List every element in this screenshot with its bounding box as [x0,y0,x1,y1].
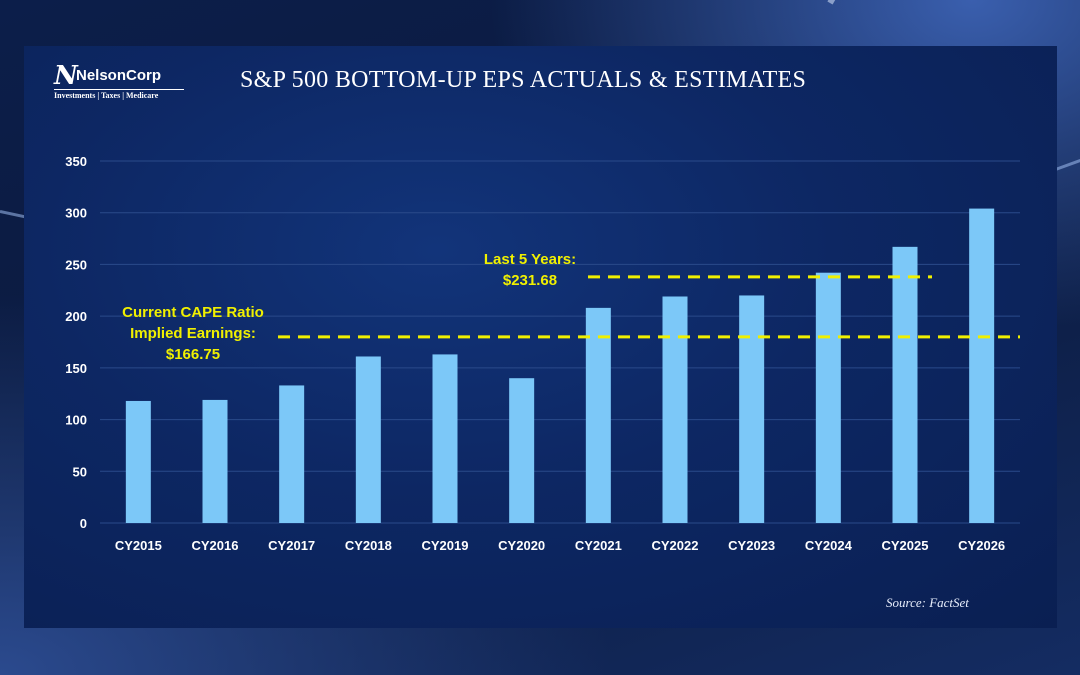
company-logo: N NelsonCorp Investments | Taxes | Medic… [54,63,194,103]
logo-mark: N [54,61,78,91]
chart-title: S&P 500 BOTTOM-UP EPS ACTUALS & ESTIMATE… [240,67,807,93]
x-tick-label: CY2024 [805,538,853,553]
reference-annotation: $231.68 [503,272,557,289]
source-note: Source: FactSet [886,595,969,610]
bar [969,208,995,523]
bar [815,272,841,523]
logo-divider [54,89,184,90]
x-tick-label: CY2019 [422,538,469,553]
reference-annotation: Current CAPE Ratio [122,304,264,321]
bar [279,385,305,523]
reference-annotation: $166.75 [166,346,220,363]
x-tick-label: CY2022 [652,538,699,553]
x-tick-label: CY2016 [192,538,239,553]
y-tick-label: 50 [73,464,87,479]
bar [739,295,765,523]
bar [432,354,458,523]
bar [202,399,228,523]
logo-name: NelsonCorp [76,67,162,84]
bar [662,296,688,523]
y-tick-label: 0 [80,516,87,531]
y-tick-label: 300 [65,206,87,221]
x-tick-label: CY2023 [728,538,775,553]
bar [355,356,381,523]
x-tick-label: CY2025 [882,538,929,553]
bar [125,400,151,523]
x-tick-label: CY2026 [958,538,1005,553]
reference-annotation: Implied Earnings: [130,325,256,342]
y-tick-label: 350 [65,154,87,169]
x-tick-label: CY2020 [498,538,545,553]
y-tick-label: 150 [65,361,87,376]
x-tick-label: CY2018 [345,538,392,553]
x-tick-label: CY2015 [115,538,162,553]
y-tick-label: 200 [65,309,87,324]
bar [585,307,611,523]
x-tick-label: CY2017 [268,538,315,553]
x-tick-label: CY2021 [575,538,622,553]
reference-annotation: Last 5 Years: [484,251,576,268]
logo-tagline: Investments | Taxes | Medicare [54,91,159,100]
y-tick-label: 100 [65,413,87,428]
y-tick-label: 250 [65,257,87,272]
bar [509,378,535,523]
bar [892,246,918,524]
